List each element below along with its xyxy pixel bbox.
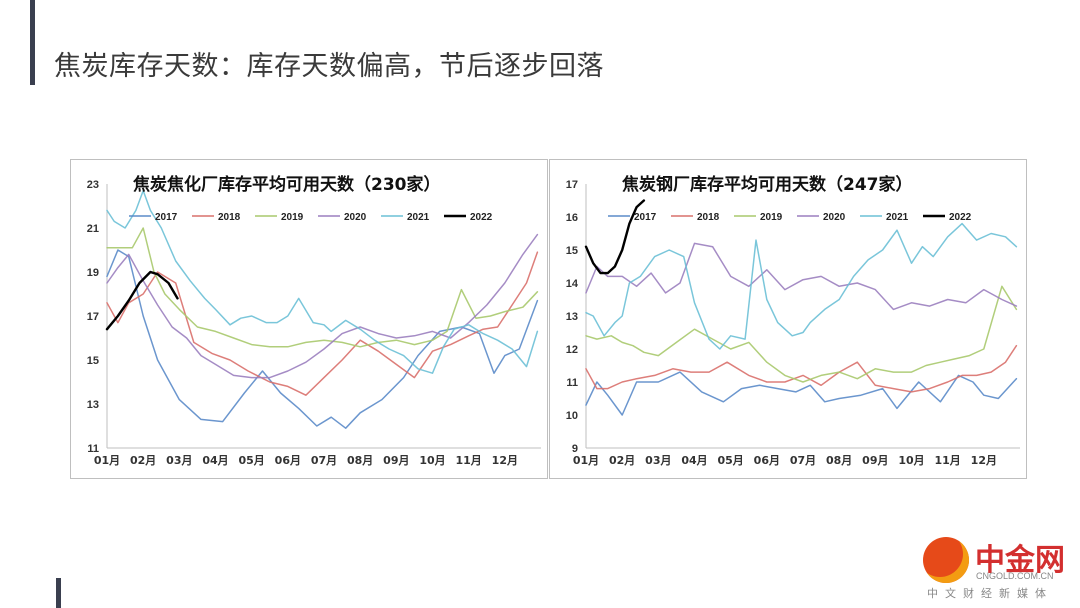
y-tick-label: 15 (87, 355, 99, 367)
y-tick-label: 17 (566, 179, 578, 191)
series-line-2020 (106, 233, 539, 379)
title-accent-bar (30, 0, 35, 85)
legend-label-2020: 2020 (823, 212, 846, 223)
x-tick-label: 04月 (681, 454, 707, 467)
x-tick-label: 07月 (790, 454, 816, 467)
y-tick-label: 15 (566, 245, 578, 257)
x-tick-label: 02月 (130, 454, 156, 467)
legend-label-2017: 2017 (155, 212, 178, 223)
y-tick-label: 16 (566, 212, 578, 224)
x-tick-label: 02月 (609, 454, 635, 467)
x-tick-label: 01月 (94, 454, 120, 467)
series-line-2021 (585, 222, 1018, 350)
legend-label-2021: 2021 (886, 212, 909, 223)
x-tick-label: 01月 (573, 454, 599, 467)
legend-label-2019: 2019 (760, 212, 783, 223)
x-tick-label: 12月 (971, 454, 997, 467)
legend-label-2022: 2022 (949, 212, 972, 223)
series-line-2017 (106, 249, 539, 429)
x-tick-label: 08月 (347, 454, 373, 467)
y-tick-label: 10 (566, 410, 578, 422)
cngold-logo: 中金网 CNGOLD.COM.CN 中文财经新媒体 (921, 533, 1071, 603)
x-tick-label: 09月 (383, 454, 409, 467)
chart-title: 焦炭焦化厂库存平均可用天数（230家） (132, 174, 441, 195)
legend-label-2020: 2020 (344, 212, 367, 223)
y-tick-label: 21 (87, 223, 99, 235)
x-tick-label: 11月 (456, 454, 482, 467)
legend-label-2022: 2022 (470, 212, 493, 223)
x-tick-label: 03月 (645, 454, 671, 467)
x-tick-label: 06月 (275, 454, 301, 467)
series-line-2018 (585, 344, 1018, 393)
x-tick-label: 10月 (419, 454, 445, 467)
logo-name: 中金网 (975, 543, 1065, 578)
series-line-2022 (105, 270, 179, 331)
chart-title: 焦炭钢厂库存平均可用天数（247家） (621, 174, 913, 195)
chart-steel-mill: 9 10 11 12 13 14 15 16 17 01月 02月 03月 04月 05月 06月 07月 08… (566, 174, 1020, 467)
bottom-accent-bar (56, 578, 61, 608)
x-tick-label: 05月 (239, 454, 265, 467)
y-tick-label: 19 (87, 267, 99, 279)
x-tick-label: 04月 (202, 454, 228, 467)
series-line-2019 (585, 285, 1018, 383)
x-tick-label: 07月 (311, 454, 337, 467)
x-tick-label: 12月 (492, 454, 518, 467)
x-tick-label: 05月 (718, 454, 744, 467)
page-title: 焦炭库存天数：库存天数偏高，节后逐步回落 (54, 51, 604, 82)
logo-domain: CNGOLD.COM.CN (976, 571, 1054, 581)
y-tick-label: 23 (87, 179, 99, 191)
y-tick-label: 13 (87, 399, 99, 411)
y-tick-label: 14 (566, 278, 579, 290)
y-tick-label: 12 (566, 344, 578, 356)
logo-emblem-icon (923, 537, 969, 583)
x-tick-label: 03月 (166, 454, 192, 467)
y-tick-label: 11 (87, 443, 99, 455)
legend-label-2018: 2018 (697, 212, 720, 223)
series-line-2022 (584, 199, 646, 275)
chart-coke-plant-panel: 11 13 15 17 19 21 23 01月 02月 03月 04月 05月 06月 07月 08月 09… (70, 159, 548, 479)
series-line-2019 (106, 227, 539, 348)
chart-coke-plant: 11 13 15 17 19 21 23 01月 02月 03月 04月 05月 06月 07月 08月 09… (87, 174, 541, 467)
x-tick-label: 09月 (862, 454, 888, 467)
logo-tagline: 中文财经新媒体 (927, 587, 1053, 600)
chart-steel-mill-panel: 9 10 11 12 13 14 15 16 17 01月 02月 03月 04月 05月 06月 07月 08… (549, 159, 1027, 479)
legend-label-2017: 2017 (634, 212, 657, 223)
series-line-2017 (585, 371, 1018, 416)
x-tick-label: 11月 (935, 454, 961, 467)
series-line-2021 (106, 189, 539, 374)
legend-label-2018: 2018 (218, 212, 241, 223)
series-line-2020 (585, 242, 1018, 311)
x-tick-label: 08月 (826, 454, 852, 467)
legend-label-2021: 2021 (407, 212, 430, 223)
y-tick-label: 9 (572, 443, 578, 455)
y-tick-label: 13 (566, 311, 578, 323)
y-tick-label: 17 (87, 311, 99, 323)
y-tick-label: 11 (566, 377, 578, 389)
x-tick-label: 06月 (754, 454, 780, 467)
legend-label-2019: 2019 (281, 212, 304, 223)
x-tick-label: 10月 (898, 454, 924, 467)
